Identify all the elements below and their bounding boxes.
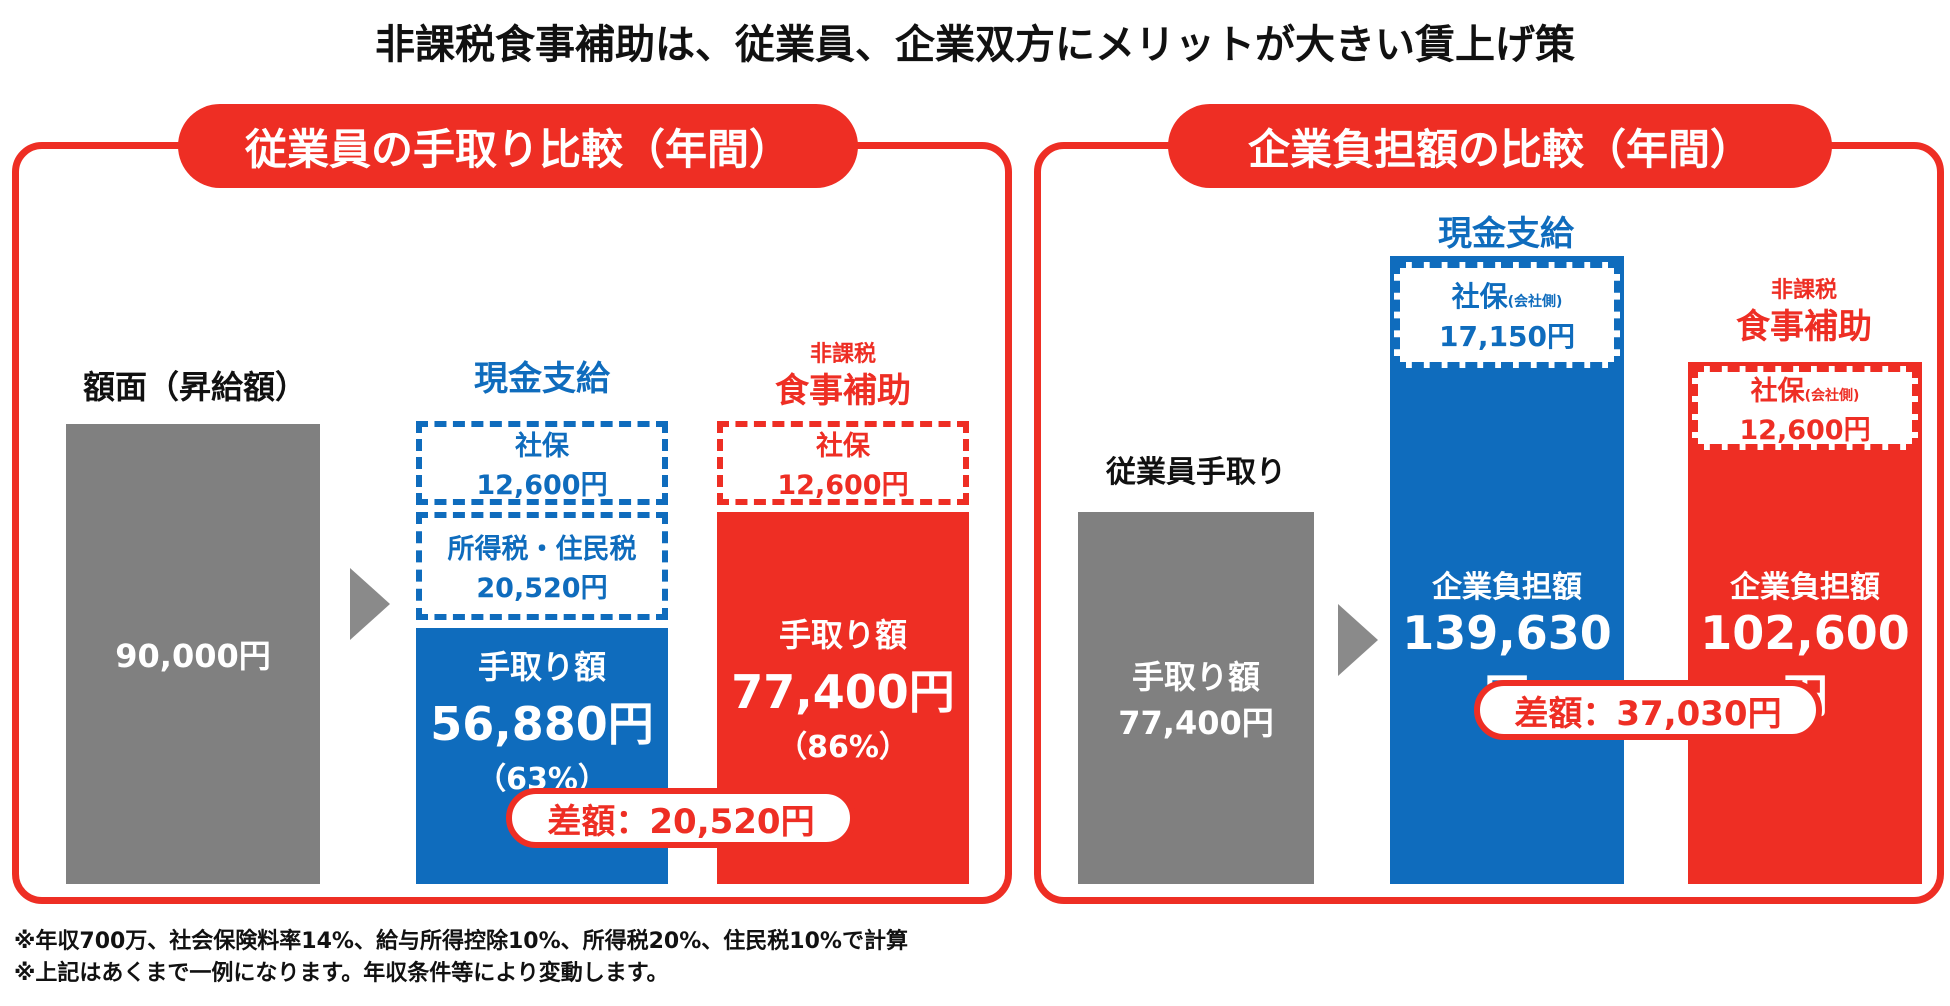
cash-takehome-value: 56,880円 (430, 697, 654, 751)
meal-label: 食事補助 (775, 370, 911, 411)
right-diff-badge: 差額：37,030円 (1474, 680, 1822, 740)
meal-takehome-pct: （86%） (777, 730, 909, 765)
meal-takehome-label: 手取り額 (778, 616, 907, 654)
cash-label: 現金支給 (474, 358, 610, 399)
bar-employee: 手取り額 77,400円 (1078, 512, 1314, 884)
arrow-icon (350, 568, 390, 640)
bar-gross-value: 90,000円 (115, 637, 271, 675)
cash-shaho-value: 12,600円 (476, 470, 608, 501)
corp-cash-label: 現金支給 (1438, 213, 1574, 254)
employee-bar-value: 77,400円 (1118, 704, 1274, 742)
cash-tax-box: 所得税・住民税 20,520円 (416, 512, 668, 620)
meal-shaho-value: 12,600円 (777, 470, 909, 501)
gross-label: 額面（昇給額） (82, 368, 307, 406)
meal-shaho-label: 社保 (816, 431, 870, 462)
corp-meal-shaho-line: 社保(会社側) (1751, 369, 1860, 408)
cash-shaho-box: 社保 12,600円 (416, 421, 668, 505)
corp-meal-shaho-note: (会社側) (1804, 388, 1860, 404)
arrow-icon (1338, 604, 1378, 676)
left-panel-heading: 従業員の手取り比較（年間） (178, 104, 858, 188)
footnote-1: ※年収700万、社会保険料率14%、給与所得控除10%、所得税20%、住民税10… (14, 929, 908, 954)
footnotes: ※年収700万、社会保険料率14%、給与所得控除10%、所得税20%、住民税10… (14, 926, 1914, 990)
cash-tax-label: 所得税・住民税 (447, 534, 637, 565)
corp-cash-shaho-box: 社保(会社側) 17,150円 (1394, 262, 1620, 368)
corp-meal-shaho-box: 社保(会社側) 12,600円 (1692, 366, 1918, 450)
corp-cash-shaho-value: 17,150円 (1438, 320, 1576, 353)
cash-takehome-label: 手取り額 (477, 648, 606, 686)
meal-takehome-value: 77,400円 (731, 665, 955, 719)
corp-meal-shaho-value: 12,600円 (1739, 415, 1871, 446)
left-diff-badge: 差額：20,520円 (506, 788, 856, 848)
employee-bar-label: 手取り額 (1131, 658, 1260, 696)
corp-cash-shaho-line: 社保(会社側) (1452, 275, 1563, 315)
meal-label-small: 非課税 (809, 342, 876, 367)
page-title: 非課税食事補助は、従業員、企業双方にメリットが大きい賃上げ策 (375, 22, 1575, 68)
corp-meal-cost-label: 企業負担額 (1730, 570, 1880, 605)
corp-cash-shaho-label: 社保 (1451, 280, 1508, 313)
bar-gross: 90,000円 (66, 424, 320, 884)
corp-meal-shaho-label: 社保 (1750, 376, 1805, 407)
right-panel-heading: 企業負担額の比較（年間） (1168, 104, 1832, 188)
corp-cash-cost-label: 企業負担額 (1432, 570, 1582, 605)
cash-tax-value: 20,520円 (476, 573, 608, 604)
employee-label: 従業員手取り (1106, 455, 1286, 490)
meal-shaho-box: 社保 12,600円 (717, 421, 969, 505)
corp-cash-shaho-note: (会社側) (1507, 294, 1563, 310)
corp-cash-cost-value: 139,630円 (1402, 606, 1612, 723)
footnote-2: ※上記はあくまで一例になります。年収条件等により変動します。 (14, 961, 669, 986)
cash-shaho-label: 社保 (515, 431, 569, 462)
corp-meal-label-small: 非課税 (1770, 278, 1837, 303)
corp-meal-label: 食事補助 (1736, 306, 1872, 347)
